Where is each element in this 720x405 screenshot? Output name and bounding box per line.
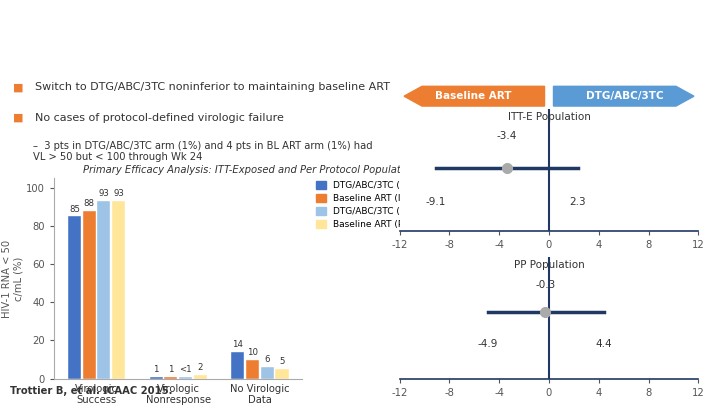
Text: 2.3: 2.3 bbox=[570, 197, 586, 207]
Text: 14: 14 bbox=[233, 340, 243, 349]
Bar bbox=[97, 201, 110, 379]
Bar bbox=[150, 377, 163, 379]
Text: STRIIVING: Virologic Outcomes at Wk 24: STRIIVING: Virologic Outcomes at Wk 24 bbox=[9, 23, 405, 41]
Text: -0.3: -0.3 bbox=[535, 280, 555, 290]
Bar bbox=[246, 360, 259, 379]
Text: 88: 88 bbox=[84, 199, 94, 208]
Text: 5: 5 bbox=[279, 357, 284, 366]
Text: No cases of protocol-defined virologic failure: No cases of protocol-defined virologic f… bbox=[35, 113, 284, 123]
Bar bbox=[112, 201, 125, 379]
Text: Trottier B, et al. ICAAC 2015.: Trottier B, et al. ICAAC 2015. bbox=[11, 386, 173, 396]
Y-axis label: HIV-1 RNA < 50
c/mL (%): HIV-1 RNA < 50 c/mL (%) bbox=[1, 239, 23, 318]
Bar bbox=[68, 216, 81, 379]
Bar bbox=[179, 377, 192, 379]
Text: DTG/ABC/3TC: DTG/ABC/3TC bbox=[586, 91, 664, 101]
Text: 93: 93 bbox=[99, 189, 109, 198]
Text: <1: <1 bbox=[179, 365, 192, 374]
Text: –  3 pts in DTG/ABC/3TC arm (1%) and 4 pts in BL ART arm (1%) had
VL > 50 but < : – 3 pts in DTG/ABC/3TC arm (1%) and 4 pt… bbox=[33, 141, 373, 162]
Text: 93: 93 bbox=[113, 189, 124, 198]
Text: -3.4: -3.4 bbox=[497, 131, 517, 141]
Text: Baseline ART: Baseline ART bbox=[435, 91, 511, 101]
Text: Switch to DTG/ABC/3TC noninferior to maintaining baseline ART: Switch to DTG/ABC/3TC noninferior to mai… bbox=[35, 82, 390, 92]
Bar bbox=[194, 375, 207, 379]
Text: 6: 6 bbox=[264, 355, 270, 364]
FancyArrow shape bbox=[554, 86, 694, 106]
Text: ITT-E Population: ITT-E Population bbox=[508, 112, 590, 122]
Bar bbox=[83, 211, 96, 379]
Text: 4.4: 4.4 bbox=[595, 339, 612, 349]
Text: PP Population: PP Population bbox=[513, 260, 585, 270]
Text: 1: 1 bbox=[168, 365, 174, 374]
Bar bbox=[231, 352, 245, 379]
Text: ■: ■ bbox=[13, 82, 24, 92]
Bar bbox=[164, 377, 177, 379]
Text: 1: 1 bbox=[153, 365, 159, 374]
Text: -4.9: -4.9 bbox=[478, 339, 498, 349]
Text: 10: 10 bbox=[247, 348, 258, 357]
Legend: DTG/ABC/3TC (ITT-E, n = 274), Baseline ART (ITT-E, n = 277), DTG/ABC/3TC (PP, n : DTG/ABC/3TC (ITT-E, n = 274), Baseline A… bbox=[315, 179, 469, 231]
Text: 85: 85 bbox=[69, 205, 80, 213]
Text: Primary Efficacy Analysis: ITT-Exposed and Per Protocol Populations: Primary Efficacy Analysis: ITT-Exposed a… bbox=[83, 165, 421, 175]
FancyArrow shape bbox=[404, 86, 544, 106]
Text: 2: 2 bbox=[197, 363, 203, 372]
Text: -9.1: -9.1 bbox=[426, 197, 446, 207]
Bar bbox=[261, 367, 274, 379]
Text: ■: ■ bbox=[13, 113, 24, 123]
Text: Slide 29 of 38: Slide 29 of 38 bbox=[654, 5, 711, 14]
Bar bbox=[275, 369, 289, 379]
